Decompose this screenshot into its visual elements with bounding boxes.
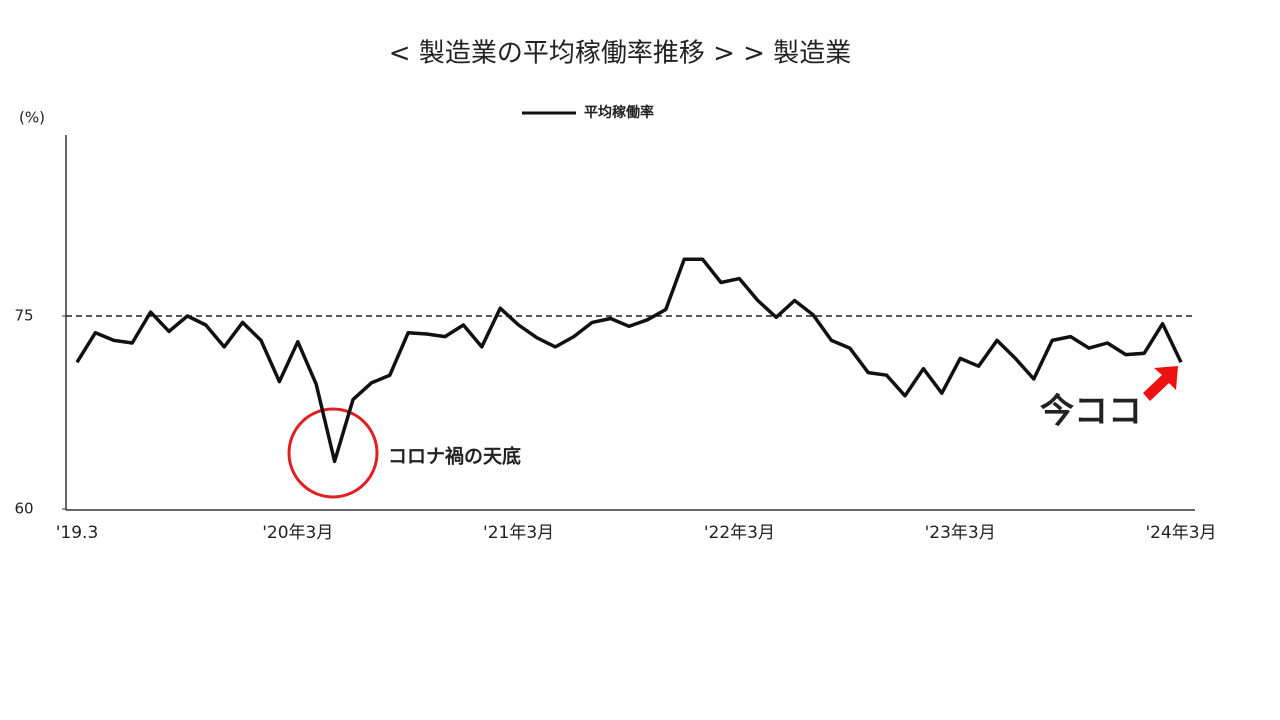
chart-title: < 製造業の平均稼働率推移 > > 製造業 (389, 39, 851, 69)
x-tick-label: '24年3月 (1145, 523, 1216, 543)
x-tick-label: '19.3 (56, 523, 99, 543)
annotation: 今ココ (1040, 392, 1142, 432)
legend-label: 平均稼働率 (584, 104, 654, 121)
y-axis-label: (%) (19, 109, 45, 127)
arrow (1143, 366, 1178, 401)
y-tick-label: 60 (14, 500, 33, 518)
x-tick-label: '20年3月 (262, 523, 333, 543)
annotation: コロナ禍の天底 (388, 445, 521, 468)
highlight-circle (287, 407, 379, 499)
x-tick-label: '23年3月 (925, 523, 996, 543)
x-tick-label: '22年3月 (704, 523, 775, 543)
y-tick-label: 75 (14, 306, 33, 324)
x-tick-label: '21年3月 (483, 523, 554, 543)
line-series (75, 257, 1183, 464)
